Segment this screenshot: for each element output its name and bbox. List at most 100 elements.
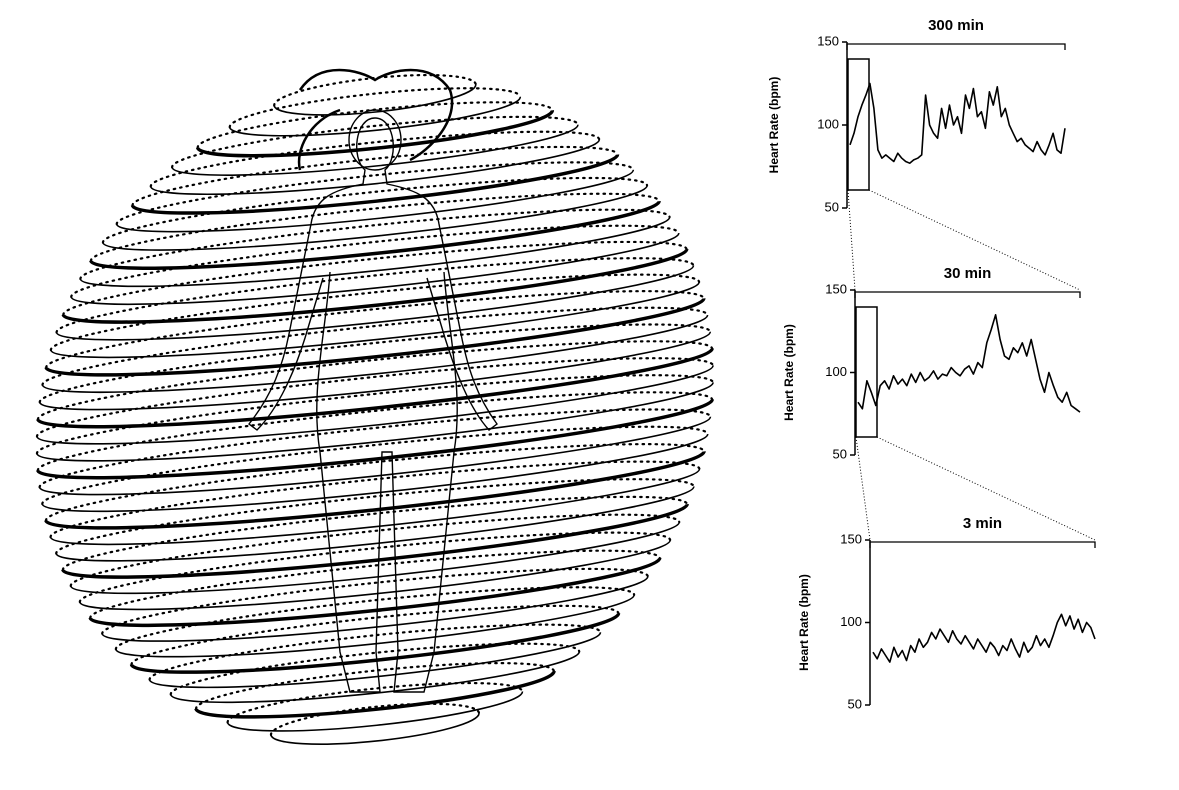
coil-front — [270, 712, 480, 745]
coil-back — [101, 567, 649, 635]
coil — [79, 208, 671, 288]
coil-front — [194, 670, 556, 719]
coil-back — [149, 130, 601, 188]
coil-back — [41, 425, 709, 506]
time-span-label: 30 min — [944, 265, 992, 282]
coil-back — [79, 208, 671, 281]
coil — [115, 161, 635, 233]
coil-back — [101, 176, 649, 244]
coil-back — [69, 513, 681, 588]
coil — [49, 273, 701, 359]
coil-back — [38, 408, 712, 489]
coil — [89, 192, 661, 270]
coil-back — [78, 531, 672, 604]
coil — [273, 73, 477, 116]
coil — [194, 662, 556, 719]
coil-front — [44, 298, 706, 377]
coil-back — [269, 702, 481, 737]
zoom-box — [855, 306, 878, 438]
coil — [269, 702, 481, 745]
heart-rate-line — [857, 314, 1081, 413]
coil-back — [171, 115, 579, 169]
coil — [169, 642, 581, 704]
coil — [55, 478, 695, 562]
coil-front — [55, 265, 695, 341]
coil-front — [36, 399, 714, 480]
coil-front — [79, 216, 671, 288]
coil-front — [49, 468, 701, 546]
zoom-guide — [855, 436, 871, 541]
coil-back — [61, 495, 689, 571]
coil-front — [102, 185, 648, 251]
coil-back — [228, 87, 522, 129]
coil-back — [194, 662, 556, 710]
y-tick-label: 100 — [825, 364, 847, 379]
coil-front — [89, 200, 661, 270]
heart-rate-chart: 50 100 150 Heart Rate (bpm) 3 min — [797, 515, 1096, 711]
coil-front — [36, 382, 714, 462]
coil-front — [38, 416, 712, 496]
coil-front — [70, 232, 680, 306]
coil — [36, 340, 714, 429]
coil-front — [228, 96, 522, 137]
time-span-label: 300 min — [928, 17, 984, 34]
figure-outline — [248, 117, 376, 431]
coil-back — [89, 192, 661, 262]
zoom-box — [847, 58, 870, 191]
y-tick-label: 50 — [833, 446, 847, 461]
coil-back — [55, 478, 695, 555]
coil-front — [195, 110, 555, 158]
coil-back — [226, 681, 524, 724]
coil-back — [70, 224, 680, 299]
y-tick-label: 150 — [817, 33, 839, 48]
coil-back — [114, 586, 636, 651]
coil-front — [130, 154, 620, 215]
coil — [130, 145, 620, 215]
y-tick-label: 150 — [825, 281, 847, 296]
coil-front — [41, 433, 709, 513]
coil — [148, 623, 602, 689]
y-tick-label: 50 — [825, 199, 839, 214]
figure-head — [348, 109, 402, 171]
y-tick-label: 100 — [817, 116, 839, 131]
coil-front — [44, 451, 706, 530]
coil-front — [38, 331, 712, 411]
y-axis-label: Heart Rate (bpm) — [782, 324, 796, 421]
coil-back — [41, 306, 709, 387]
heart-rate-line — [849, 82, 1066, 164]
coil — [149, 130, 601, 196]
coil — [195, 101, 555, 158]
coil — [55, 257, 695, 341]
coil-back — [196, 101, 554, 149]
coil — [101, 176, 649, 251]
coil-front — [61, 503, 689, 579]
heart-rate-chart: 50 100 150 Heart Rate (bpm) 30 min — [782, 265, 1096, 541]
heart-rate-chart: 50 100 150 Heart Rate (bpm) 300 min — [767, 17, 1081, 291]
zoom-guide — [876, 436, 1096, 541]
coil-front — [169, 651, 581, 704]
coil — [38, 323, 712, 411]
coil — [114, 586, 636, 658]
coil-front — [115, 169, 635, 233]
coil-back — [62, 240, 688, 316]
time-span-label: 3 min — [963, 515, 1002, 532]
coil-front — [148, 632, 602, 689]
time-bracket — [869, 541, 1096, 548]
zoom-guide — [847, 189, 856, 291]
coil-front — [61, 248, 689, 324]
figure-outline — [316, 271, 458, 693]
coil-back — [49, 273, 701, 352]
coil — [36, 391, 714, 480]
y-axis-label: Heart Rate (bpm) — [797, 574, 811, 671]
y-tick-label: 100 — [840, 614, 862, 629]
coil — [44, 443, 706, 530]
coil — [35, 374, 715, 462]
coil-back — [55, 257, 695, 334]
y-axis-label: Heart Rate (bpm) — [767, 77, 781, 174]
coil-front — [226, 691, 524, 732]
coil-back — [38, 323, 712, 404]
coil-back — [49, 460, 701, 539]
coil-back — [45, 290, 705, 369]
